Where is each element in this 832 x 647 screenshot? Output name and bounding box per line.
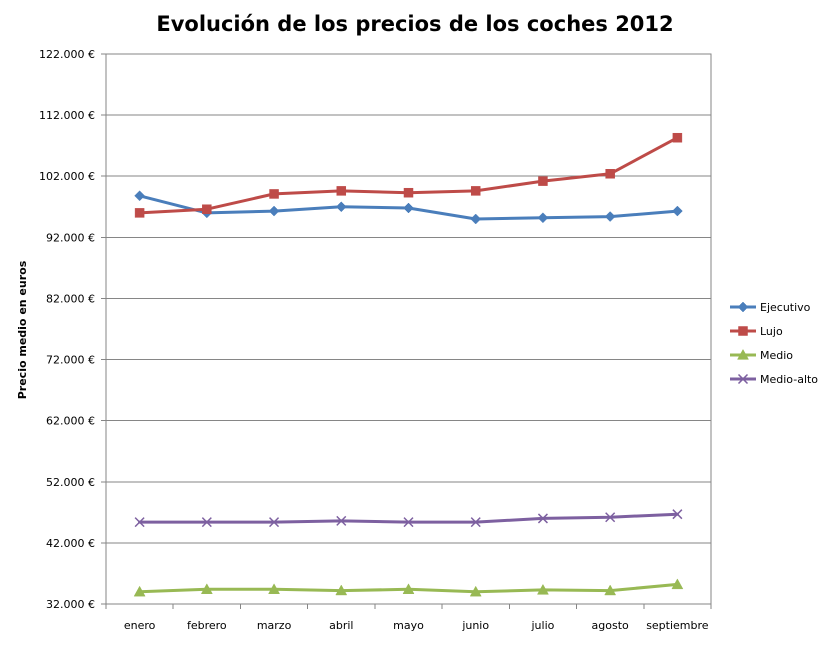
legend-label: Medio-alto xyxy=(760,373,818,386)
legend-item: Lujo xyxy=(730,325,783,338)
data-point xyxy=(605,169,615,179)
series-line xyxy=(138,136,679,215)
data-point xyxy=(133,585,146,597)
data-point xyxy=(604,211,616,222)
legend-marker xyxy=(737,348,749,360)
data-point xyxy=(403,187,414,198)
x-tick-label: abril xyxy=(329,619,353,632)
y-tick-label: 82.000 € xyxy=(46,292,95,305)
x-tick-label: marzo xyxy=(257,619,292,632)
y-axis-label: Precio medio en euros xyxy=(16,260,29,399)
data-point xyxy=(672,132,683,143)
legend-item: Ejecutivo xyxy=(730,301,811,314)
legend-item: Medio xyxy=(730,348,793,362)
y-tick-label: 72.000 € xyxy=(46,354,95,367)
data-point xyxy=(604,584,617,596)
x-tick-label: junio xyxy=(461,619,489,632)
data-point xyxy=(201,517,212,528)
series-medio-alto xyxy=(134,509,683,528)
series-group xyxy=(133,132,684,597)
legend-marker xyxy=(738,326,748,336)
data-point xyxy=(202,204,212,214)
data-point xyxy=(134,190,145,202)
data-point xyxy=(268,583,280,594)
legend-marker xyxy=(737,301,749,313)
data-point xyxy=(200,583,213,594)
legend-label: Lujo xyxy=(760,325,783,338)
data-point xyxy=(537,583,549,595)
legend-label: Medio xyxy=(760,349,793,362)
y-tick-label: 42.000 € xyxy=(46,537,95,550)
series-line xyxy=(138,512,679,524)
y-tick-label: 92.000 € xyxy=(46,231,95,244)
legend-label: Ejecutivo xyxy=(760,301,811,314)
plot-area xyxy=(105,53,712,605)
data-point xyxy=(335,584,348,596)
y-tick-label: 112.000 € xyxy=(39,109,95,122)
y-axis-ticks: 32.000 € 42.000 € 52.000 € 62.000 € 72.000 €… xyxy=(39,48,106,611)
x-tick-label: septiembre xyxy=(646,619,709,632)
data-point xyxy=(269,517,280,528)
x-tick-label: enero xyxy=(124,619,156,632)
data-point xyxy=(469,585,482,597)
x-tick-label: febrero xyxy=(187,619,227,632)
data-point xyxy=(336,186,347,196)
y-tick-label: 102.000 € xyxy=(39,170,95,183)
x-tick-label: agosto xyxy=(592,619,629,632)
data-point xyxy=(537,513,548,524)
data-point xyxy=(538,176,548,186)
data-point xyxy=(671,578,684,590)
series-lujo xyxy=(134,132,683,218)
data-point xyxy=(336,515,347,526)
legend-item: Medio-alto xyxy=(730,373,818,386)
y-tick-label: 122.000 € xyxy=(39,48,95,61)
legend-marker xyxy=(737,373,749,385)
y-tick-label: 62.000 € xyxy=(46,415,95,428)
data-point xyxy=(134,517,145,528)
data-point xyxy=(268,205,280,217)
y-tick-label: 32.000 € xyxy=(46,598,95,611)
x-tick-label: mayo xyxy=(393,619,424,632)
data-point xyxy=(134,208,145,218)
x-axis-ticks: enero febrero marzo abril mayo junio julio agos… xyxy=(105,604,712,632)
chart-title: Evolución de los precios de los coches 2… xyxy=(156,12,673,36)
data-point xyxy=(403,202,414,214)
data-point xyxy=(402,583,415,594)
data-point xyxy=(269,189,279,199)
series-medio xyxy=(133,578,684,597)
series-ejecutivo xyxy=(134,190,683,225)
data-point xyxy=(470,213,482,225)
data-point xyxy=(403,517,414,528)
x-tick-label: julio xyxy=(531,619,555,632)
data-point xyxy=(335,201,347,213)
legend: Ejecutivo Lujo Medio Medio-alto xyxy=(730,301,818,386)
data-point xyxy=(537,212,549,224)
data-point xyxy=(470,517,481,528)
y-tick-label: 52.000 € xyxy=(46,476,95,489)
data-point xyxy=(470,186,481,196)
plot-border xyxy=(105,53,712,605)
data-point xyxy=(672,205,683,217)
data-point xyxy=(605,512,616,523)
data-point xyxy=(672,509,683,520)
